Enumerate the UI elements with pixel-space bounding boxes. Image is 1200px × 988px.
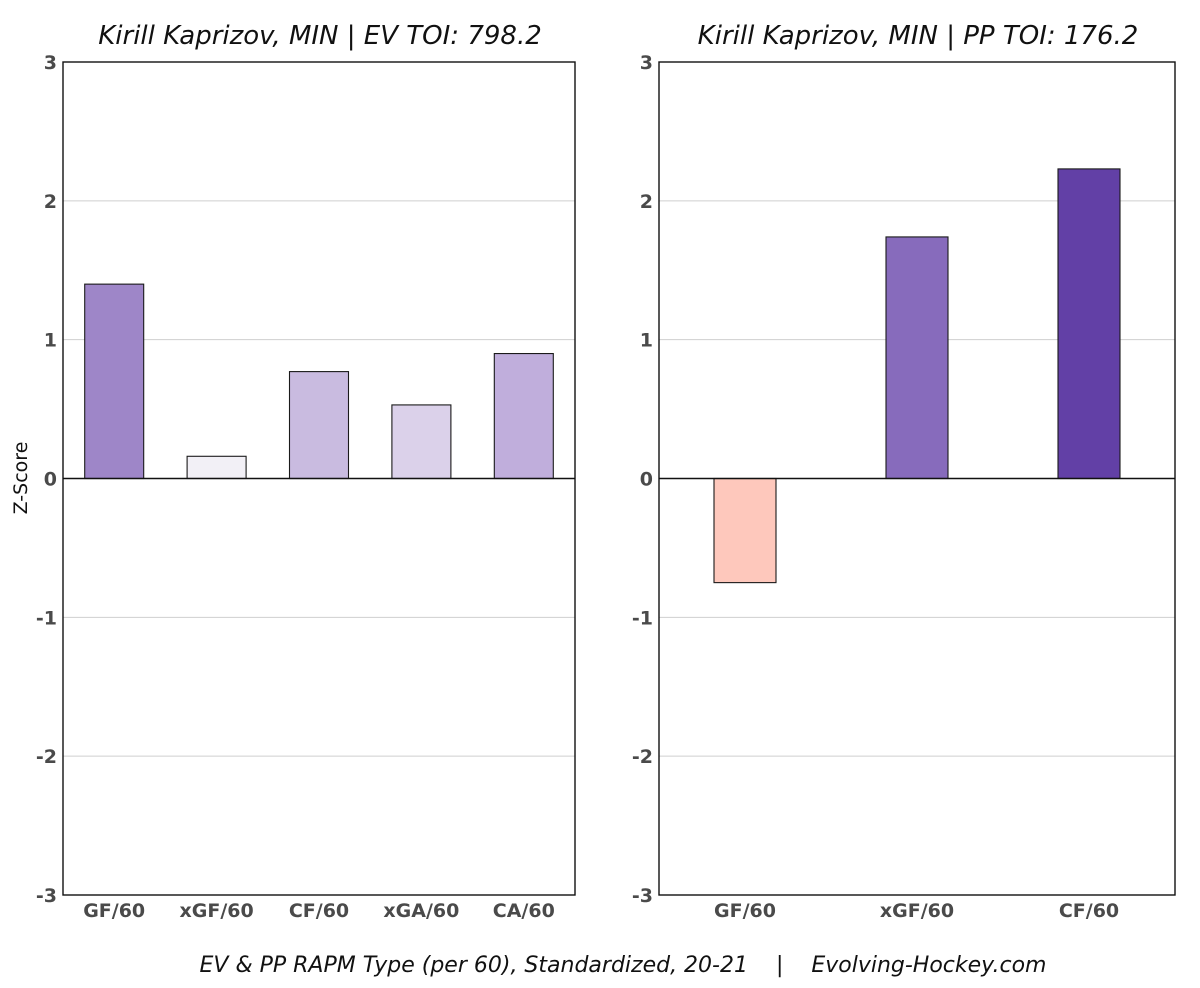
x-tick-label: GF/60 xyxy=(83,900,145,922)
bar-xgf-60 xyxy=(885,236,949,480)
y-tick-label: 3 xyxy=(640,52,653,74)
bar-gf-60 xyxy=(84,283,145,480)
chart-title: Kirill Kaprizov, MIN | PP TOI: 176.2 xyxy=(698,21,1139,51)
plot-frame xyxy=(658,61,1176,896)
bar-cf-60 xyxy=(1057,168,1121,480)
y-tick-label: -3 xyxy=(632,885,653,907)
bar-xgf-60 xyxy=(186,455,247,480)
x-tick-label: xGF/60 xyxy=(880,900,954,922)
bar-gf-60 xyxy=(713,477,777,584)
x-tick-label: xGF/60 xyxy=(179,900,253,922)
y-tick-label: 1 xyxy=(44,330,57,352)
y-tick-label: -1 xyxy=(36,607,57,629)
x-tick-label: CA/60 xyxy=(493,900,555,922)
bar-ca-60 xyxy=(493,352,554,480)
x-tick-label: CF/60 xyxy=(289,900,349,922)
y-tick-label: 1 xyxy=(640,330,653,352)
x-tick-label: CF/60 xyxy=(1059,900,1119,922)
y-tick-label: -1 xyxy=(632,607,653,629)
y-tick-label: -3 xyxy=(36,885,57,907)
x-tick-label: GF/60 xyxy=(714,900,776,922)
y-tick-label: 3 xyxy=(44,52,57,74)
y-tick-label: -2 xyxy=(632,746,653,768)
y-tick-label: 0 xyxy=(44,469,57,491)
y-tick-label: 2 xyxy=(640,191,653,213)
chart-title: Kirill Kaprizov, MIN | EV TOI: 798.2 xyxy=(98,21,542,51)
x-tick-label: xGA/60 xyxy=(383,900,459,922)
y-tick-label: 2 xyxy=(44,191,57,213)
y-tick-label: 0 xyxy=(640,469,653,491)
bar-cf-60 xyxy=(288,371,350,480)
plot-frame xyxy=(62,61,576,896)
bar-xga-60 xyxy=(391,404,452,480)
footer-caption: EV & PP RAPM Type (per 60), Standardized… xyxy=(200,953,1047,978)
y-tick-label: -2 xyxy=(36,746,57,768)
y-axis-label: Z-Score xyxy=(10,442,32,515)
